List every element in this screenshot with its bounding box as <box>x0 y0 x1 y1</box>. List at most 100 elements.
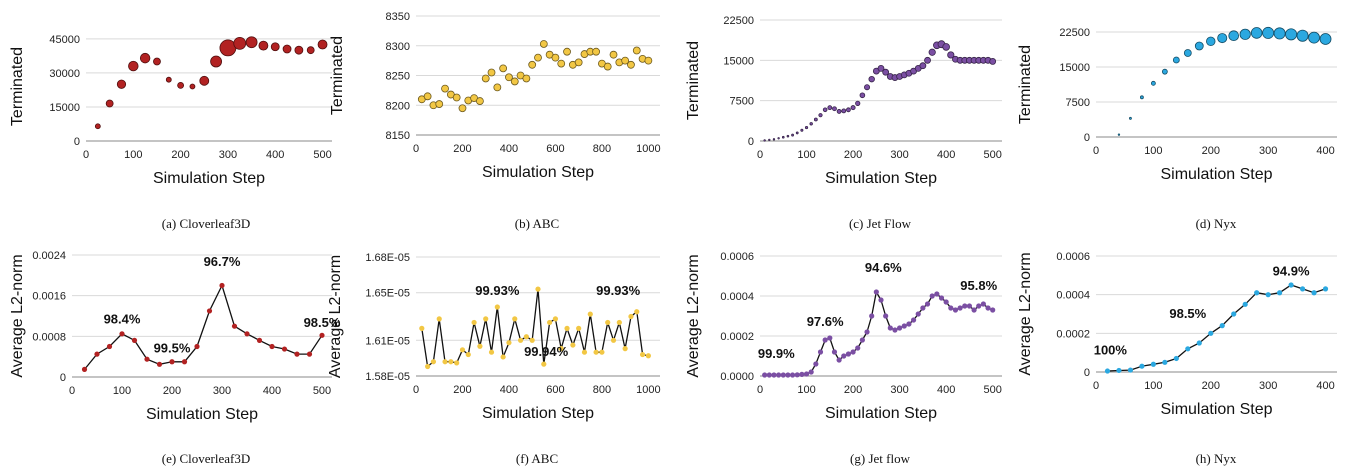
data-point <box>780 372 786 378</box>
data-point <box>419 325 425 331</box>
data-label: 99.5% <box>154 341 191 356</box>
data-point <box>306 351 313 357</box>
x-tick-label: 400 <box>1316 145 1334 157</box>
data-point <box>605 319 611 326</box>
x-tick-label: 300 <box>219 149 237 161</box>
data-point <box>632 46 641 55</box>
series-line <box>83 283 323 370</box>
data-point <box>841 353 847 359</box>
data-point <box>919 62 927 70</box>
x-axis-label: Simulation Step <box>153 170 265 187</box>
data-point <box>233 36 247 50</box>
data-point <box>441 84 449 93</box>
data-point <box>1206 36 1216 47</box>
data-point <box>966 303 973 309</box>
data-point <box>423 92 432 101</box>
data-point <box>799 371 805 377</box>
data-point <box>1172 56 1180 64</box>
data-point <box>506 340 512 346</box>
x-tick-label: 200 <box>1202 380 1220 392</box>
data-point <box>156 361 163 367</box>
data-point <box>791 133 794 137</box>
data-point <box>836 109 842 114</box>
chart-caption: (c) Jet Flow <box>849 216 912 231</box>
data-point <box>1273 27 1286 40</box>
series-line <box>764 290 993 376</box>
data-point <box>864 329 870 335</box>
x-tick-label: 0 <box>69 385 75 397</box>
data-point <box>181 359 188 365</box>
x-tick-label: 0 <box>1093 380 1099 392</box>
data-point <box>1173 355 1179 362</box>
data-point <box>194 343 200 350</box>
x-tick-label: 1000 <box>636 384 660 396</box>
chart-caption: (a) Cloverleaf3D <box>162 216 250 231</box>
data-point <box>1308 31 1320 44</box>
data-point <box>804 125 809 130</box>
data-point <box>877 65 885 72</box>
x-tick-label: 100 <box>1144 145 1162 157</box>
data-point <box>574 58 583 67</box>
y-tick-label: 15000 <box>723 55 754 67</box>
data-point <box>934 291 940 297</box>
data-point <box>505 73 513 82</box>
data-point <box>593 349 599 355</box>
data-point <box>892 327 898 333</box>
data-label: 96.7% <box>204 254 241 269</box>
data-point <box>1250 27 1263 39</box>
chart-panel-c: 0 7500 15000 22500 0 100 200 300 400 500 Simulatio… <box>685 15 1002 231</box>
x-tick-label: 0 <box>413 143 419 155</box>
data-point <box>1208 330 1214 336</box>
y-tick-label: 15000 <box>1059 62 1090 74</box>
data-point <box>1150 361 1156 367</box>
chart-panel-d: 0 7500 15000 22500 0 100 200 300 400 Simulation S… <box>1017 26 1337 231</box>
x-axis-label: Simulation Step <box>825 170 937 187</box>
data-point <box>1254 290 1260 296</box>
y-axis-label: Average L2-norm <box>9 254 26 377</box>
data-point <box>256 337 263 343</box>
data-point <box>616 319 622 326</box>
chart-caption: (g) Jet flow <box>850 451 911 466</box>
y-tick-label: 0 <box>60 372 66 384</box>
series-line <box>1107 284 1326 372</box>
data-point <box>528 60 537 69</box>
data-point <box>795 131 799 135</box>
y-tick-label: 0.0006 <box>1056 251 1090 263</box>
y-tick-label: 7500 <box>1066 97 1090 109</box>
x-tick-label: 400 <box>263 385 281 397</box>
data-point <box>859 92 866 99</box>
data-point <box>1194 41 1204 51</box>
data-point <box>535 286 541 292</box>
data-point <box>980 301 986 307</box>
y-tick-label: 0.0004 <box>1056 290 1090 302</box>
y-tick-label: 0.0002 <box>1056 328 1090 340</box>
x-tick-label: 100 <box>797 149 815 161</box>
x-tick-label: 200 <box>453 384 471 396</box>
data-point <box>563 47 571 56</box>
y-tick-label: 45000 <box>49 34 80 46</box>
data-point <box>929 293 935 299</box>
y-tick-label: 7500 <box>730 96 754 108</box>
data-point <box>177 81 185 89</box>
x-tick-label: 0 <box>83 149 89 161</box>
x-tick-label: 0 <box>1093 145 1099 157</box>
y-tick-label: 0.0004 <box>720 291 754 303</box>
x-tick-label: 300 <box>1259 380 1277 392</box>
data-point <box>199 75 210 86</box>
data-point <box>1231 311 1237 317</box>
y-axis-label: Terminated <box>9 47 26 126</box>
data-point <box>510 77 519 86</box>
data-point <box>610 337 617 343</box>
data-point <box>581 349 588 355</box>
data-point <box>1150 80 1156 86</box>
data-point <box>1139 363 1145 369</box>
data-point <box>1117 133 1121 136</box>
data-point <box>269 343 275 350</box>
data-point <box>493 83 502 92</box>
data-point <box>768 138 771 142</box>
y-axis-label: Average L2-norm <box>685 254 702 377</box>
data-point <box>1196 340 1202 346</box>
x-tick-label: 100 <box>1144 380 1162 392</box>
x-tick-label: 800 <box>593 143 611 155</box>
